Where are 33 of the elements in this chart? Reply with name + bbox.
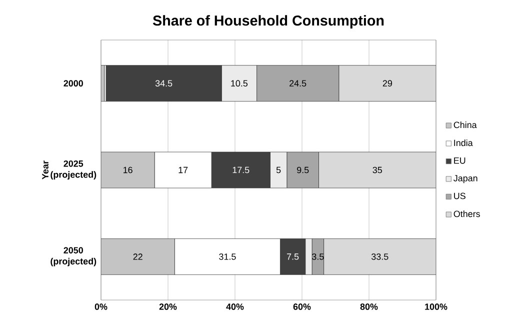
data-label: 34.5 (155, 80, 172, 87)
y-tick-label: 2000 (64, 80, 83, 87)
data-label: 17 (178, 166, 188, 174)
data-label: 29 (382, 80, 392, 87)
data-label: 16 (124, 166, 132, 174)
x-tick-label: 0% (94, 304, 108, 310)
data-label: 5 (276, 166, 281, 174)
data-label: 35 (372, 166, 382, 174)
data-label: 22 (133, 254, 142, 260)
legend-label: Japan (454, 175, 478, 184)
chart-title: Share of Household Consumption (152, 15, 384, 29)
data-label: 9.5 (297, 166, 309, 174)
bar (101, 238, 175, 275)
bar (101, 152, 155, 188)
legend-label: Others (454, 210, 480, 218)
data-label: 10.5 (231, 80, 248, 87)
x-tick-label: 60% (293, 304, 311, 310)
legend-label: US (454, 192, 466, 200)
y-axis-title: Year (42, 160, 48, 180)
x-tick-label: 40% (226, 304, 244, 310)
legend-label: China (454, 122, 477, 128)
x-tick-label: 100% (425, 304, 448, 310)
data-label: 17.5 (232, 166, 250, 174)
text: India (454, 139, 473, 146)
data-label: 31.5 (219, 253, 236, 260)
x-tick-label: 20% (159, 304, 177, 310)
y-tick-label: 2050 (projected) (50, 247, 96, 266)
data-label: 24.5 (290, 80, 306, 87)
x-tick-label: 80% (360, 304, 378, 310)
legend-label: EU (454, 157, 466, 164)
data-label: 33.5 (372, 253, 388, 260)
y-tick-label: 2025 (projected) (50, 160, 96, 180)
data-label: 7.5 (287, 254, 299, 260)
